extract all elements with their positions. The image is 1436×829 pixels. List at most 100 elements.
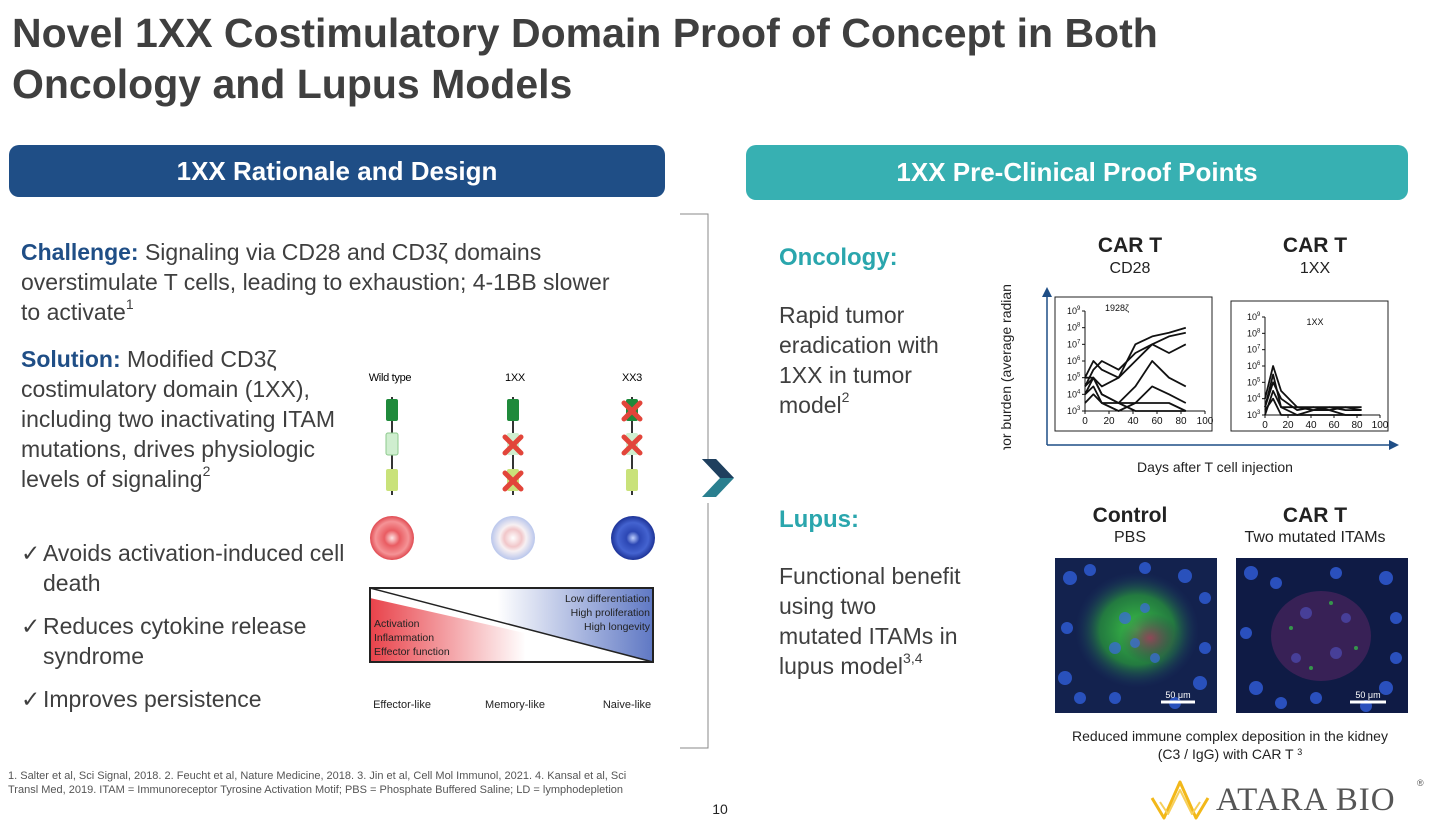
column-label-wild-type: Wild type bbox=[369, 372, 412, 384]
x-tick-label: 80 bbox=[1175, 416, 1187, 427]
y-tick-label: 103 bbox=[1247, 410, 1261, 420]
column-label-xx3: XX3 bbox=[622, 372, 642, 384]
solution-block: Solution: Modified CD3ζ costimulatory do… bbox=[21, 344, 346, 494]
x-tick-label: 40 bbox=[1305, 420, 1317, 431]
oncology-label: Oncology: bbox=[779, 244, 898, 271]
tumor-burden-chart-svg: Tumor burden (average radiance) 1928ζ 103… bbox=[998, 265, 1399, 473]
atara-logo: ATARA BIO ® bbox=[1150, 778, 1430, 824]
oncology-text-block: Rapid tumor eradication with 1XX in tumo… bbox=[779, 300, 954, 420]
y-tick-label: 109 bbox=[1067, 306, 1081, 316]
check-icon: ✓ bbox=[21, 540, 41, 566]
image-caption-text: Reduced immune complex deposition in the… bbox=[1072, 728, 1388, 762]
y-tick-label: 106 bbox=[1247, 361, 1261, 371]
chart-col-sub-1xx: 1XX bbox=[1299, 260, 1331, 277]
logo-text: ATARA BIO bbox=[1216, 782, 1396, 818]
y-tick-label: 103 bbox=[1067, 406, 1081, 416]
chart-col-title-cd28: CAR T bbox=[1097, 234, 1163, 257]
panel-inset-label: 1928ζ bbox=[1105, 303, 1129, 313]
image-caption-ref: 3 bbox=[1297, 747, 1303, 757]
y-tick-label: 105 bbox=[1067, 373, 1081, 383]
memory-cell-icon bbox=[491, 516, 535, 560]
challenge-block: Challenge: Signaling via CD28 and CD3ζ d… bbox=[21, 237, 621, 327]
gradient-right-label: Low differentiation bbox=[565, 593, 650, 605]
y-tick-label: 106 bbox=[1067, 356, 1081, 366]
series-line bbox=[1084, 385, 1187, 404]
mutation-x-icon bbox=[502, 434, 524, 492]
kidney-image-cart: 50 μm bbox=[1236, 558, 1408, 713]
y-tick-label: 108 bbox=[1067, 323, 1081, 333]
chart-col-title-1xx: CAR T bbox=[1282, 234, 1348, 257]
itam-chain-1xx bbox=[502, 397, 524, 495]
image-caption: Reduced immune complex deposition in the… bbox=[1065, 727, 1395, 763]
lupus-text-block: Functional benefit using two mutated ITA… bbox=[779, 561, 964, 681]
challenge-label: Challenge: bbox=[21, 239, 139, 265]
itam-diagram-svg: Wild type 1XX XX3 bbox=[369, 372, 655, 711]
oncology-ref: 2 bbox=[841, 389, 850, 405]
section-divider bbox=[680, 213, 710, 753]
effector-cell-icon bbox=[370, 516, 414, 560]
panel-inset-label: 1XX bbox=[1306, 317, 1323, 327]
x-tick-label: 60 bbox=[1328, 420, 1340, 431]
naive-cell-icon bbox=[611, 516, 655, 560]
challenge-ref: 1 bbox=[125, 296, 134, 312]
y-tick-label: 107 bbox=[1247, 345, 1261, 355]
y-tick-label: 104 bbox=[1067, 389, 1081, 399]
itam-chain-xx3 bbox=[621, 397, 643, 495]
gradient-right-label: High proliferation bbox=[571, 607, 651, 619]
column-label-1xx: 1XX bbox=[505, 372, 526, 384]
solution-label: Solution: bbox=[21, 346, 121, 372]
lupus-label: Lupus: bbox=[779, 506, 859, 533]
left-section-header: 1XX Rationale and Design bbox=[9, 145, 665, 197]
image-title-cart: CAR T bbox=[1282, 504, 1348, 527]
itam-chain-wild-type bbox=[385, 397, 399, 495]
registered-mark: ® bbox=[1417, 778, 1424, 788]
atara-logo-mark-icon bbox=[1150, 780, 1210, 820]
series-line bbox=[1084, 376, 1186, 412]
check-icon: ✓ bbox=[21, 613, 41, 639]
y-tick-label: 105 bbox=[1247, 377, 1261, 387]
x-tick-label: 20 bbox=[1282, 420, 1294, 431]
lupus-ref: 3,4 bbox=[903, 650, 923, 666]
solution-text: Modified CD3ζ costimulatory domain (1XX)… bbox=[21, 346, 336, 492]
benefit-text: Avoids activation-induced cell death bbox=[43, 540, 345, 596]
chevron-right-icon bbox=[700, 457, 736, 499]
tumor-burden-chart: Tumor burden (average radiance) 1928ζ 103… bbox=[985, 265, 1405, 473]
lupus-text: Functional benefit using two mutated ITA… bbox=[779, 563, 961, 679]
x-tick-label: 80 bbox=[1351, 420, 1363, 431]
y-tick-label: 109 bbox=[1247, 312, 1261, 322]
chart-col-sub-cd28: CD28 bbox=[1109, 260, 1151, 277]
x-axis-label: Days after T cell injection bbox=[1137, 459, 1293, 475]
itam-diagram: Wild type 1XX XX3 bbox=[360, 365, 660, 715]
benefit-item: ✓ Improves persistence bbox=[21, 684, 351, 714]
differentiation-gradient bbox=[369, 587, 654, 663]
gradient-left-label: Effector function bbox=[374, 646, 450, 658]
x-tick-label: 0 bbox=[1262, 420, 1268, 431]
image-title-control: Control bbox=[1092, 504, 1168, 527]
series-line bbox=[1264, 381, 1362, 411]
solution-ref: 2 bbox=[202, 463, 211, 479]
oncology-text: Rapid tumor eradication with 1XX in tumo… bbox=[779, 302, 939, 418]
gradient-right-label: High longevity bbox=[584, 621, 651, 633]
benefits-list: ✓ Avoids activation-induced cell death ✓ R… bbox=[21, 538, 351, 714]
series-line bbox=[1264, 397, 1362, 416]
scale-bar-label: 50 μm bbox=[1355, 690, 1380, 700]
y-tick-label: 104 bbox=[1247, 394, 1261, 404]
page-title: Novel 1XX Costimulatory Domain Proof of … bbox=[12, 10, 1158, 107]
x-tick-label: 100 bbox=[1372, 420, 1389, 431]
gradient-left-label: Inflammation bbox=[374, 632, 434, 644]
footnote: 1. Salter et al, Sci Signal, 2018. 2. Fe… bbox=[8, 770, 627, 796]
challenge-text: Signaling via CD28 and CD3ζ domains over… bbox=[21, 239, 610, 325]
kidney-image-control: 50 μm bbox=[1055, 558, 1217, 713]
naive-like-label: Naive-like bbox=[603, 699, 651, 711]
y-tick-label: 107 bbox=[1067, 339, 1081, 349]
effector-like-label: Effector-like bbox=[373, 699, 431, 711]
memory-like-label: Memory-like bbox=[485, 699, 545, 711]
page-number: 10 bbox=[712, 801, 728, 817]
x-tick-label: 20 bbox=[1103, 416, 1115, 427]
x-tick-label: 100 bbox=[1197, 416, 1214, 427]
benefit-text: Improves persistence bbox=[43, 686, 262, 712]
benefit-item: ✓ Reduces cytokine release syndrome bbox=[21, 611, 351, 671]
y-axis-label: Tumor burden (average radiance) bbox=[998, 285, 1014, 450]
mutation-x-icon bbox=[621, 400, 643, 456]
x-tick-label: 0 bbox=[1082, 416, 1088, 427]
